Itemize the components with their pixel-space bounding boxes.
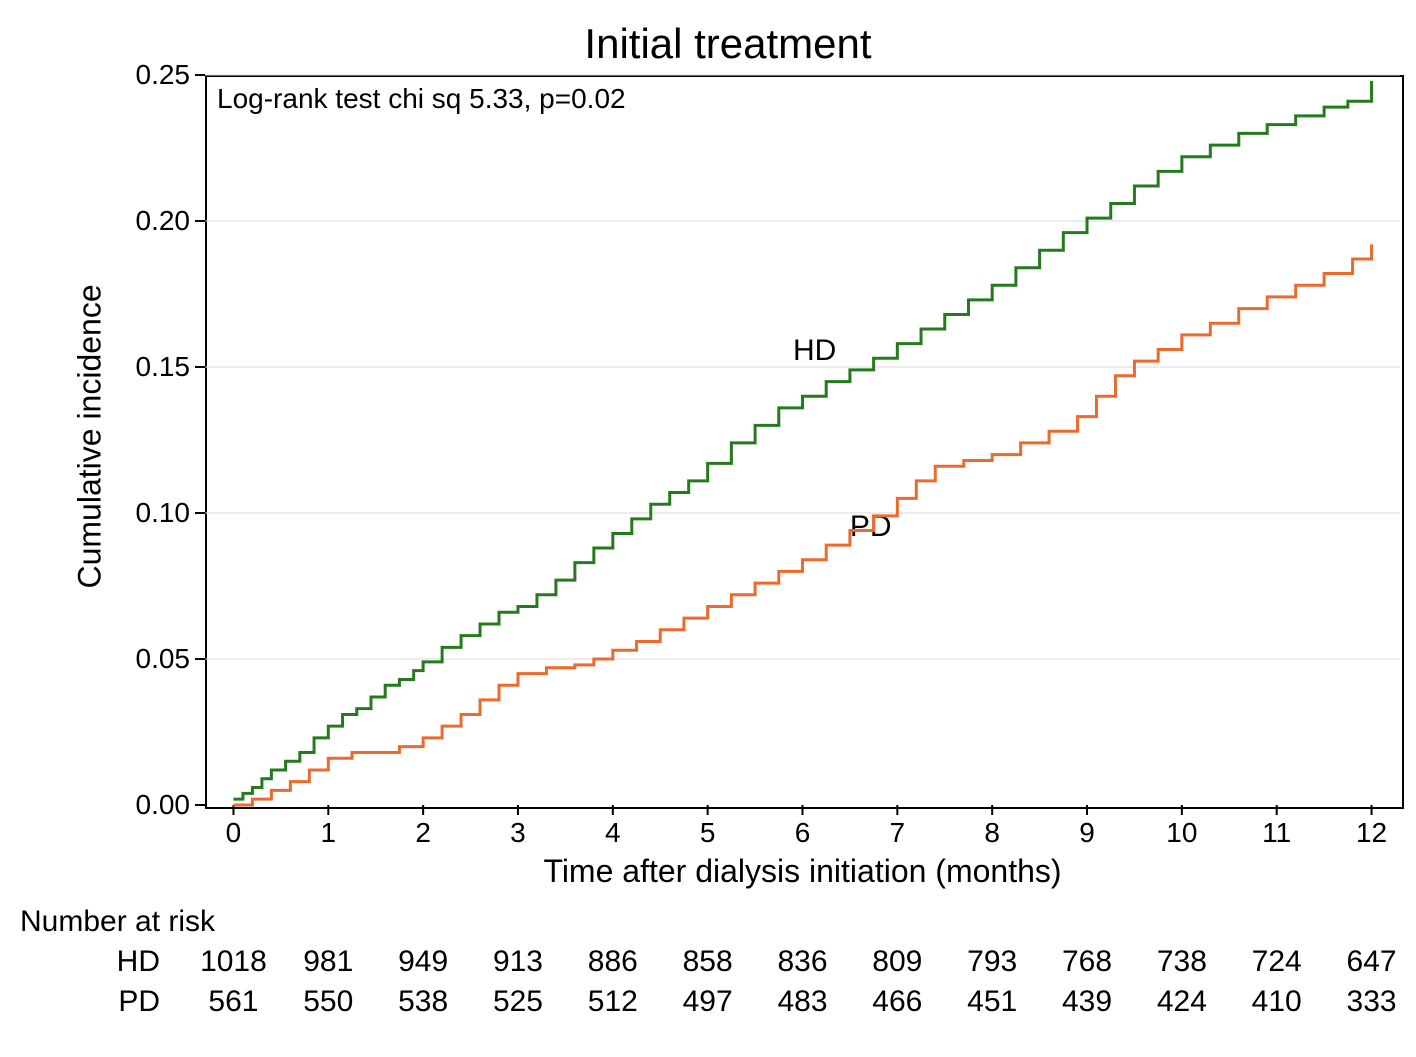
risk-cell: 768 bbox=[1042, 945, 1132, 979]
risk-cell: 483 bbox=[758, 985, 848, 1019]
x-tick-label: 7 bbox=[867, 817, 927, 849]
y-tick-label: 0.00 bbox=[115, 789, 190, 821]
x-tick-label: 11 bbox=[1247, 817, 1307, 849]
x-tick-label: 9 bbox=[1057, 817, 1117, 849]
risk-cell: 913 bbox=[473, 945, 563, 979]
y-tick-label: 0.15 bbox=[115, 351, 190, 383]
y-tick-label: 0.10 bbox=[115, 497, 190, 529]
x-tick-label: 0 bbox=[203, 817, 263, 849]
risk-cell: 439 bbox=[1042, 985, 1132, 1019]
survival-chart: Initial treatment Cumulative incidence H… bbox=[20, 20, 1416, 1037]
risk-cell: 738 bbox=[1137, 945, 1227, 979]
curve-hd bbox=[233, 81, 1371, 799]
y-tick-label: 0.25 bbox=[115, 59, 190, 91]
risk-cell: 525 bbox=[473, 985, 563, 1019]
risk-cell: 836 bbox=[758, 945, 848, 979]
y-tick-label: 0.20 bbox=[115, 205, 190, 237]
risk-cell: 981 bbox=[283, 945, 373, 979]
risk-cell: 512 bbox=[568, 985, 658, 1019]
risk-cell: 886 bbox=[568, 945, 658, 979]
risk-table-title: Number at risk bbox=[20, 905, 215, 939]
y-tick-label: 0.05 bbox=[115, 643, 190, 675]
risk-cell: 858 bbox=[663, 945, 753, 979]
risk-cell: 451 bbox=[947, 985, 1037, 1019]
risk-cell: 793 bbox=[947, 945, 1037, 979]
risk-row-label-hd: HD bbox=[60, 945, 160, 979]
risk-cell: 809 bbox=[852, 945, 942, 979]
risk-cell: 424 bbox=[1137, 985, 1227, 1019]
x-tick-label: 5 bbox=[678, 817, 738, 849]
x-tick-label: 8 bbox=[962, 817, 1022, 849]
risk-cell: 538 bbox=[378, 985, 468, 1019]
risk-row-label-pd: PD bbox=[60, 985, 160, 1019]
risk-cell: 466 bbox=[852, 985, 942, 1019]
risk-cell: 949 bbox=[378, 945, 468, 979]
x-tick-label: 10 bbox=[1152, 817, 1212, 849]
risk-cell: 410 bbox=[1232, 985, 1322, 1019]
x-tick-label: 12 bbox=[1342, 817, 1402, 849]
risk-cell: 497 bbox=[663, 985, 753, 1019]
x-tick-label: 1 bbox=[298, 817, 358, 849]
x-tick-label: 2 bbox=[393, 817, 453, 849]
chart-svg bbox=[20, 20, 1416, 1037]
risk-cell: 647 bbox=[1327, 945, 1416, 979]
risk-cell: 333 bbox=[1327, 985, 1416, 1019]
risk-cell: 550 bbox=[283, 985, 373, 1019]
x-tick-label: 6 bbox=[773, 817, 833, 849]
risk-cell: 561 bbox=[188, 985, 278, 1019]
x-tick-label: 4 bbox=[583, 817, 643, 849]
x-tick-label: 3 bbox=[488, 817, 548, 849]
risk-cell: 1018 bbox=[188, 945, 278, 979]
curve-pd bbox=[233, 244, 1371, 805]
risk-cell: 724 bbox=[1232, 945, 1322, 979]
